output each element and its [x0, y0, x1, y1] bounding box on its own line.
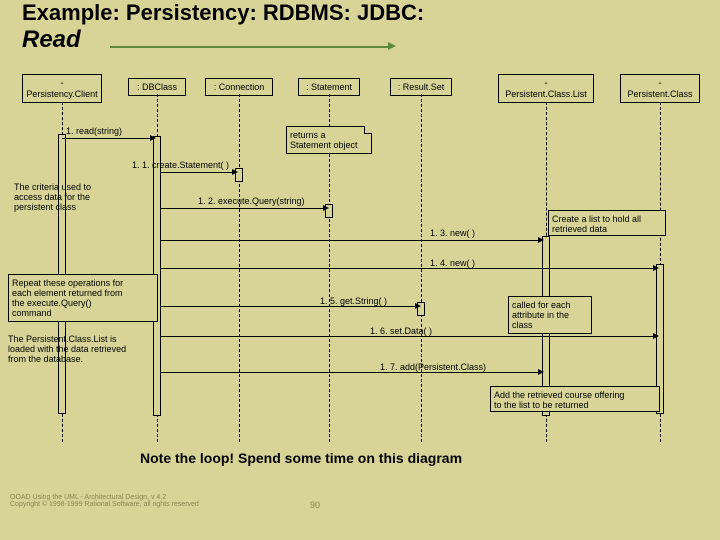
title-arrow	[110, 46, 390, 48]
note-repeat: Repeat these operations for each element…	[8, 274, 158, 322]
title-line1: Example: Persistency: RDBMS: JDBC:	[22, 0, 424, 25]
arrow-head	[415, 303, 421, 309]
note-dogear	[364, 126, 372, 134]
title-arrow-head	[388, 42, 396, 50]
lifeline-persistentclass: -Persistent.Class	[620, 74, 700, 103]
note-add-offering: Add the retrieved course offering to the…	[490, 386, 660, 412]
message-arrow	[160, 336, 655, 337]
message-label: 1. 1. create.Statement( )	[132, 160, 229, 170]
note-loaded: The Persistent.Class.List is loaded with…	[8, 334, 162, 364]
message-label: 1. 6. set.Data( )	[370, 326, 432, 336]
arrow-head	[653, 265, 659, 271]
message-label: 1. read(string)	[66, 126, 122, 136]
message-label: 1. 5. get.String( )	[320, 296, 387, 306]
message-arrow	[160, 208, 325, 209]
message-label: 1. 7. add(Persistent.Class)	[380, 362, 486, 372]
arrow-head	[538, 369, 544, 375]
arrow-head	[150, 135, 156, 141]
arrow-head	[653, 333, 659, 339]
arrow-head	[538, 237, 544, 243]
footer-note: Note the loop! Spend some time on this d…	[140, 450, 462, 466]
copyright: OOAD Using the UML - Architectural Desig…	[10, 494, 199, 508]
note-returns-statement: returns a Statement object	[286, 126, 372, 154]
arrow-head	[232, 169, 238, 175]
message-label: 1. 3. new( )	[430, 228, 475, 238]
message-label: 1. 4. new( )	[430, 258, 475, 268]
message-label: 1. 2. execute.Query(string)	[198, 196, 305, 206]
lifeline-persistentclasslist: -Persistent.Class.List	[498, 74, 594, 103]
page-number: 90	[310, 500, 320, 510]
message-arrow	[160, 172, 234, 173]
title-line2: Read	[22, 26, 81, 53]
message-arrow	[160, 306, 417, 307]
note-create-list: Create a list to hold all retrieved data	[548, 210, 666, 236]
message-arrow	[160, 240, 540, 241]
message-arrow	[160, 372, 540, 373]
note-called-each: called for each attribute in the class	[508, 296, 592, 334]
arrow-head	[323, 205, 329, 211]
message-arrow	[62, 138, 152, 139]
message-arrow	[160, 268, 655, 269]
lifeline-persistency-client: -Persistency.Client	[22, 74, 102, 103]
note-criteria: The criteria used to access data for the…	[14, 182, 122, 212]
